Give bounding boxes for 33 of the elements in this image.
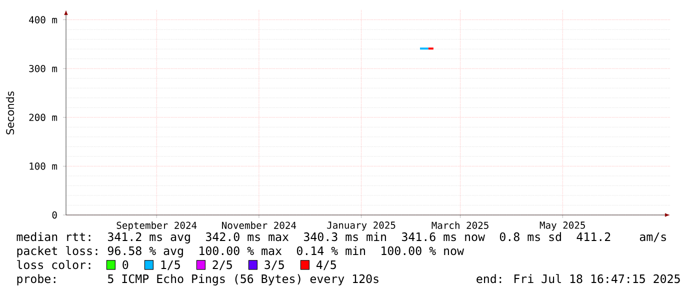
x-tick-label: September 2024 — [116, 222, 197, 231]
text: packet loss: — [17, 246, 98, 258]
legend-label: 3/5 — [264, 260, 284, 270]
y-tick-label: 100 m — [30, 162, 58, 170]
text: 340.3 ms min — [304, 232, 386, 242]
y-tick-label: 300 m — [29, 64, 58, 72]
text: 0.8 ms sd — [500, 232, 561, 242]
x-tick-label: March 2025 — [432, 222, 488, 229]
text: 342.0 ms max — [206, 232, 289, 242]
text: 341.2 ms avg — [108, 232, 190, 244]
text: end: Fri Jul 18 16:47:15 2025 — [476, 274, 680, 284]
text: probe: — [17, 274, 56, 286]
legend-label: 2/5 — [212, 260, 232, 270]
y-tick-label: 0 — [52, 211, 57, 219]
text: 0.14 % min — [296, 246, 366, 256]
legend-title: loss color: — [17, 260, 90, 270]
y-axis-title: Seconds — [6, 91, 14, 134]
x-tick-label: May 2025 — [540, 222, 585, 231]
y-tick-label: 400 m — [29, 16, 58, 24]
legend-label: 4/5 — [316, 260, 336, 270]
text: 411.2 — [576, 232, 610, 241]
text: am/s — [640, 232, 666, 242]
text: 5 ICMP Echo Pings (56 Bytes) every 120s — [108, 274, 378, 286]
x-tick-label: January 2025 — [327, 222, 396, 231]
x-tick-label: November 2024 — [222, 222, 296, 229]
legend-label: 0 — [122, 260, 128, 270]
legend-label: 1/5 — [161, 260, 180, 270]
text: 341.6 ms now — [402, 232, 486, 242]
text: median rtt: — [16, 232, 90, 242]
text: 100.00 % max — [200, 246, 282, 256]
y-tick-label: 200 m — [29, 114, 58, 122]
text: 100.00 % now — [382, 246, 464, 256]
text: 96.58 % avg — [108, 246, 183, 258]
